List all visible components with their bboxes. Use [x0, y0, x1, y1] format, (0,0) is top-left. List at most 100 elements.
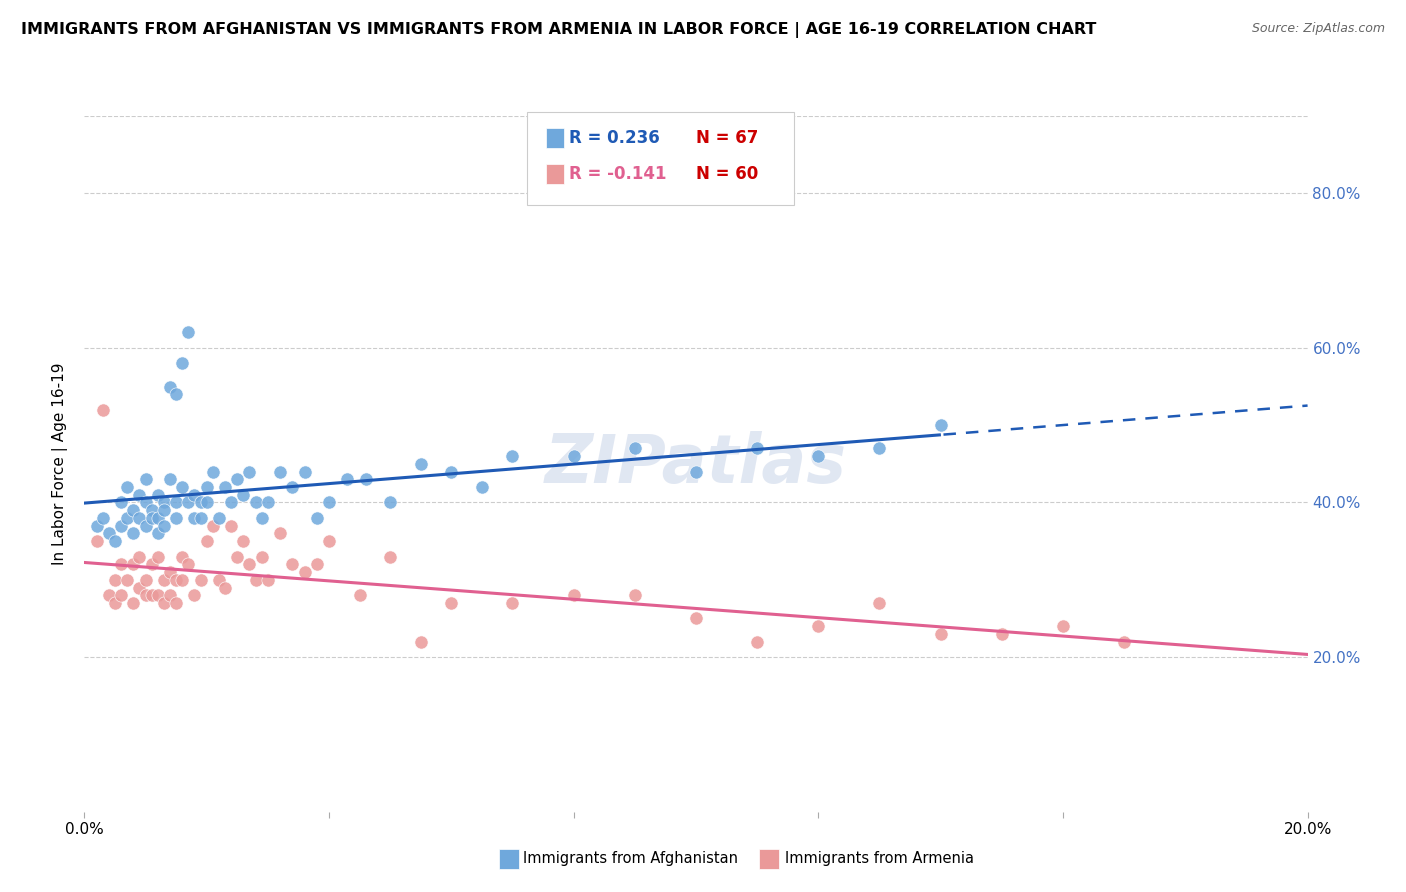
Point [354, 472, 377, 486]
Point [747, 634, 769, 648]
Point [409, 634, 432, 648]
Point [159, 565, 181, 579]
Point [269, 465, 291, 479]
Point [380, 549, 402, 564]
Point [305, 558, 328, 572]
Text: ZIPatlas: ZIPatlas [546, 431, 846, 497]
Point [624, 442, 647, 456]
Point [238, 465, 260, 479]
Point [190, 573, 212, 587]
Point [146, 588, 169, 602]
Point [172, 573, 194, 587]
Point [110, 588, 132, 602]
Point [929, 627, 952, 641]
Point [86, 534, 108, 549]
Point [153, 518, 176, 533]
Point [318, 534, 340, 549]
Point [294, 565, 316, 579]
Point [991, 627, 1014, 641]
Point [146, 511, 169, 525]
Text: Immigrants from Afghanistan: Immigrants from Afghanistan [523, 851, 738, 865]
Point [97, 526, 120, 541]
Point [183, 488, 205, 502]
Point [195, 480, 218, 494]
Point [1114, 634, 1136, 648]
Point [869, 596, 891, 610]
Point [183, 511, 205, 525]
Point [153, 596, 176, 610]
Point [122, 503, 145, 517]
Point [135, 573, 157, 587]
Point [257, 495, 280, 509]
Point [238, 558, 260, 572]
Text: R = 0.236: R = 0.236 [569, 129, 661, 147]
Point [869, 442, 891, 456]
Point [929, 418, 952, 433]
Point [685, 611, 707, 625]
Point [165, 596, 187, 610]
Point [153, 495, 176, 509]
Point [250, 511, 273, 525]
Point [172, 356, 194, 370]
Point [409, 457, 432, 471]
Point [146, 526, 169, 541]
Point [172, 549, 194, 564]
Point [165, 511, 187, 525]
Point [562, 449, 585, 463]
Point [110, 558, 132, 572]
Point [257, 573, 280, 587]
Point [165, 495, 187, 509]
Point [146, 488, 169, 502]
Point [562, 588, 585, 602]
Point [122, 558, 145, 572]
Point [159, 472, 181, 486]
Point [91, 511, 114, 525]
Point [502, 449, 524, 463]
Point [135, 472, 157, 486]
Point [97, 588, 120, 602]
Point [135, 588, 157, 602]
Point [1052, 619, 1074, 633]
Point [153, 503, 176, 517]
Point [141, 511, 163, 525]
Point [201, 465, 224, 479]
Point [219, 495, 242, 509]
Point [104, 534, 127, 549]
Point [128, 511, 150, 525]
Point [104, 573, 127, 587]
Point [135, 518, 157, 533]
Point [115, 480, 138, 494]
Point [172, 480, 194, 494]
Point [440, 465, 463, 479]
Point [208, 573, 231, 587]
Point [232, 534, 254, 549]
Point [245, 573, 267, 587]
Point [110, 495, 132, 509]
Point [128, 549, 150, 564]
Point [250, 549, 273, 564]
Text: Immigrants from Armenia: Immigrants from Armenia [785, 851, 973, 865]
Point [807, 449, 830, 463]
Point [115, 511, 138, 525]
Point [440, 596, 463, 610]
Point [195, 534, 218, 549]
Point [685, 465, 707, 479]
Point [122, 526, 145, 541]
Point [281, 558, 304, 572]
Point [502, 596, 524, 610]
Point [183, 588, 205, 602]
Point [226, 549, 249, 564]
Point [190, 511, 212, 525]
Point [214, 480, 236, 494]
Point [195, 495, 218, 509]
Point [349, 588, 371, 602]
Point [177, 495, 200, 509]
Point [104, 596, 127, 610]
Point [165, 573, 187, 587]
Text: IMMIGRANTS FROM AFGHANISTAN VS IMMIGRANTS FROM ARMENIA IN LABOR FORCE | AGE 16-1: IMMIGRANTS FROM AFGHANISTAN VS IMMIGRANT… [21, 22, 1097, 38]
Point [305, 511, 328, 525]
Point [128, 488, 150, 502]
Point [115, 573, 138, 587]
Point [159, 588, 181, 602]
Point [190, 495, 212, 509]
